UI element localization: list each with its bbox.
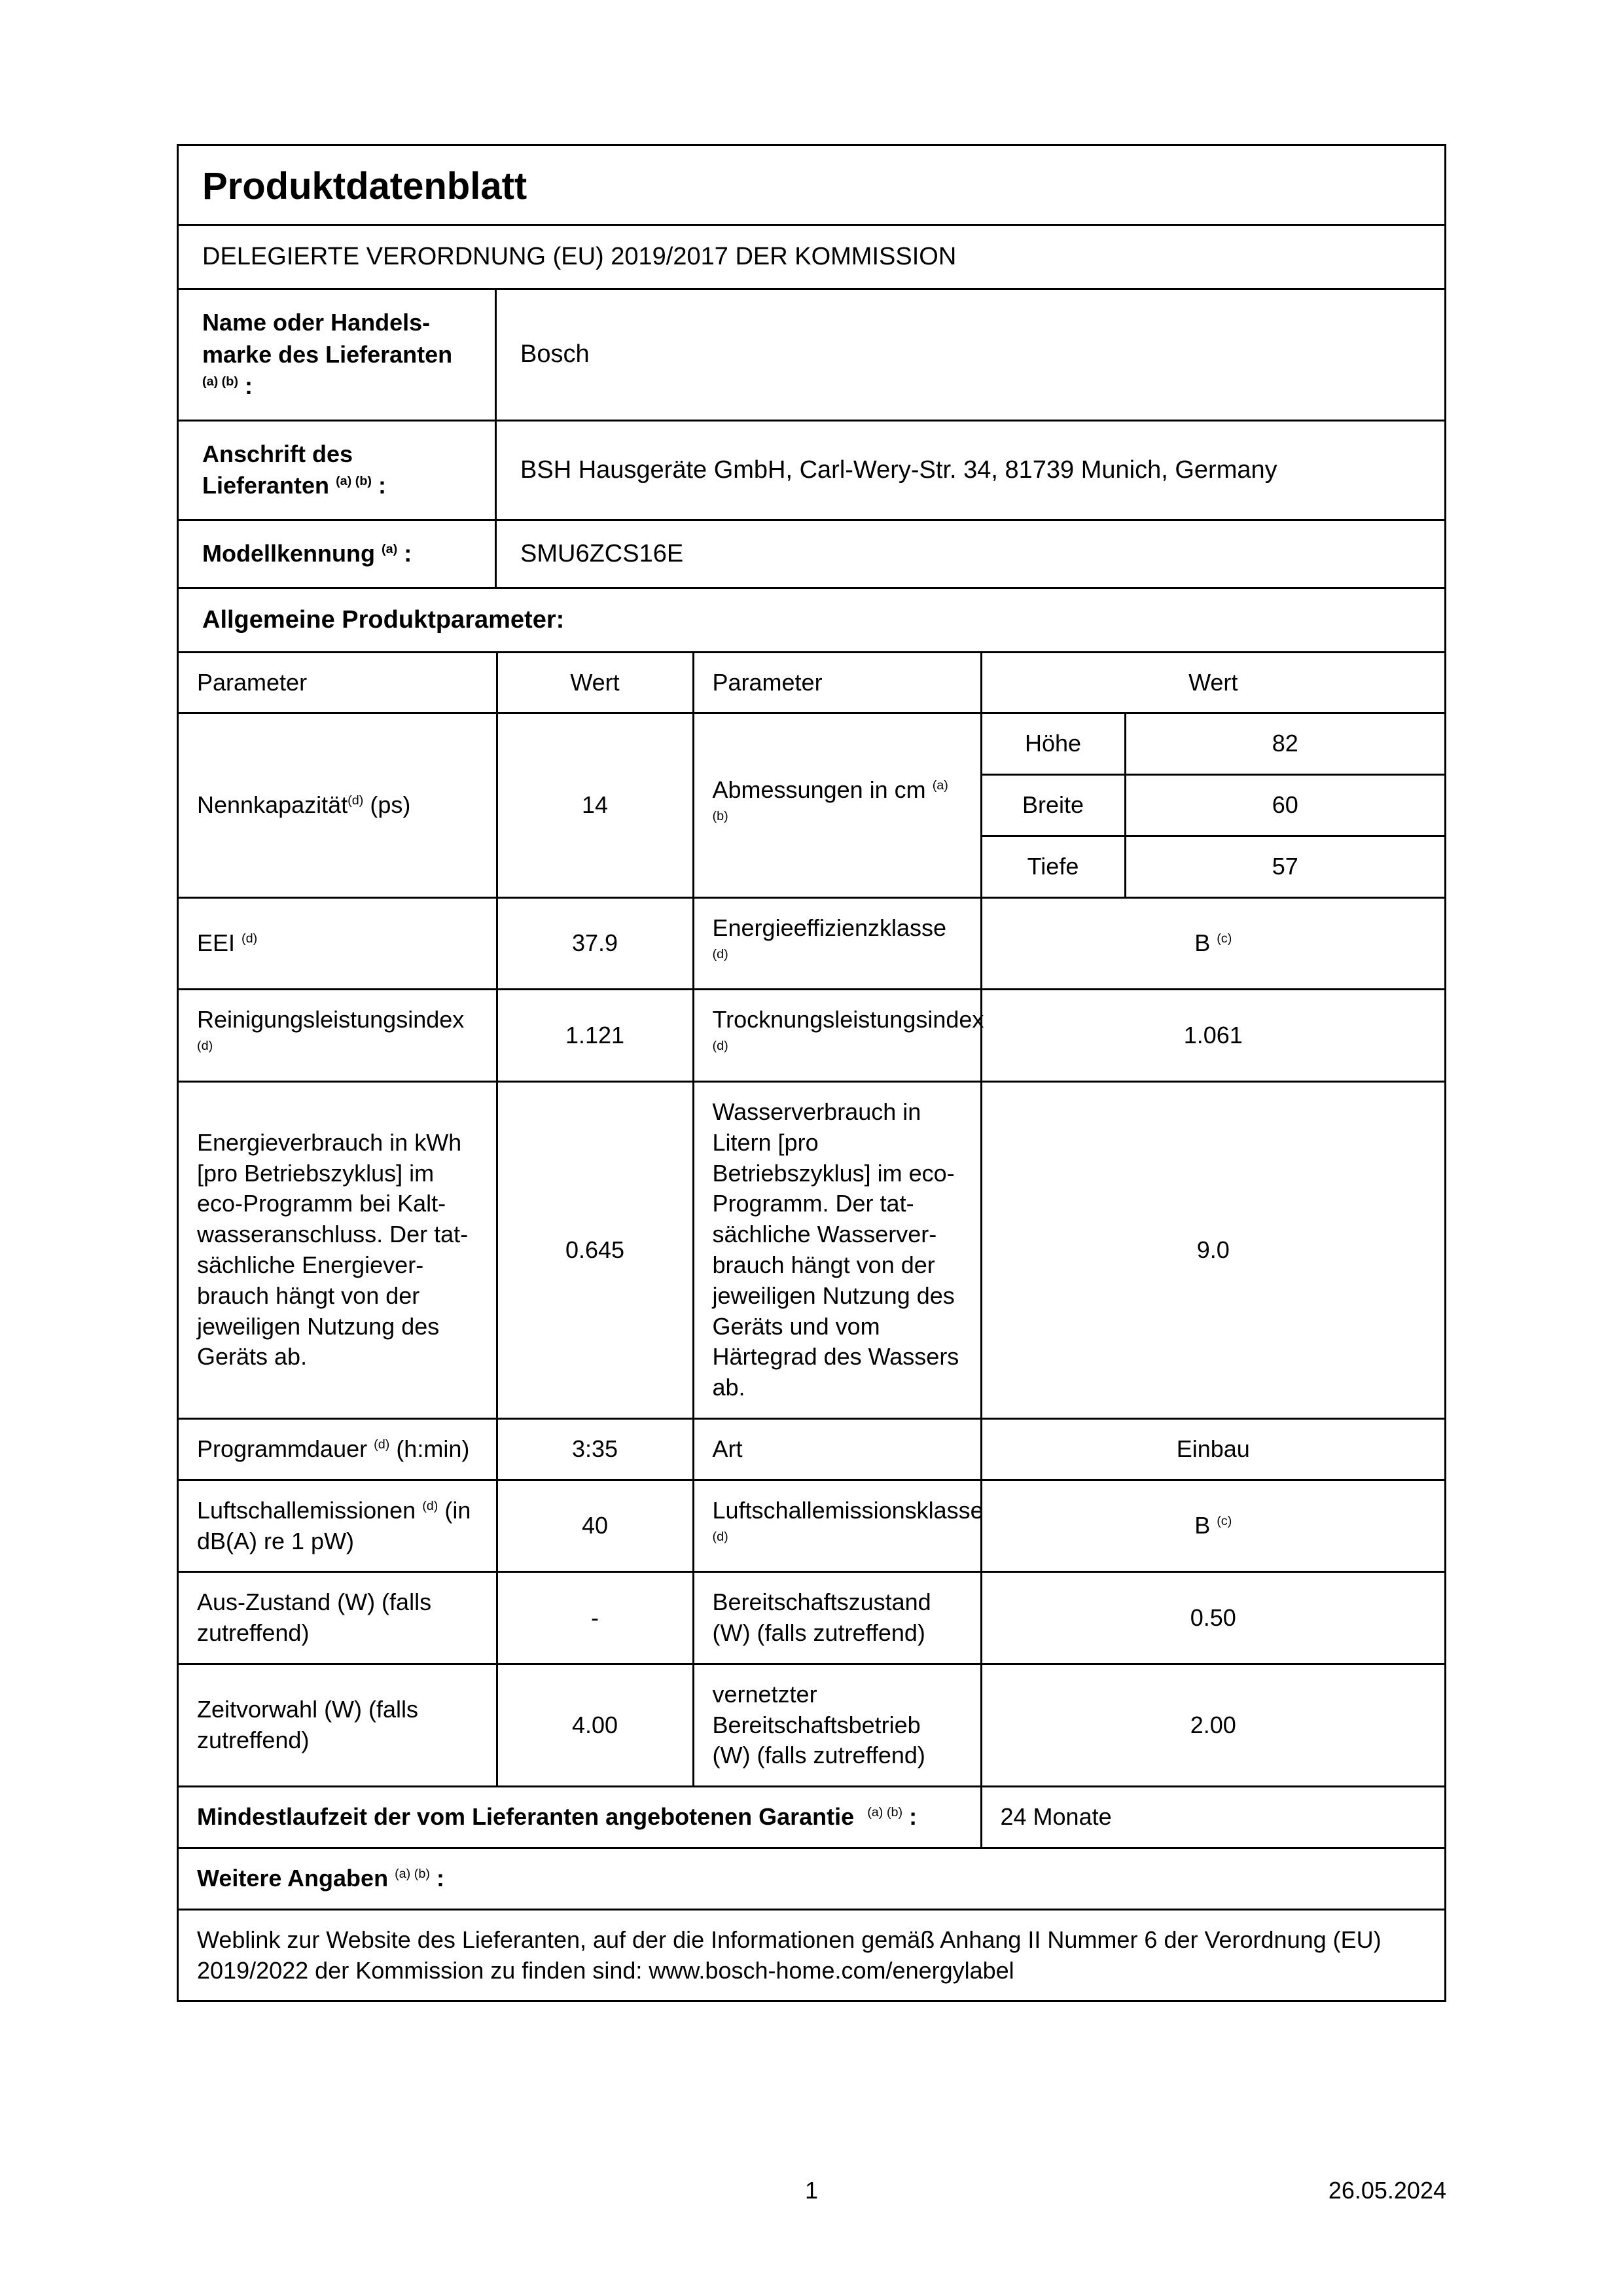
param-row: Reinigungsleistungsindex (d)1.121Trocknu… [179,990,1444,1082]
param-left-label: Aus-Zustand (W) (falls zutreffend) [179,1572,497,1664]
more-info-row: Weitere Angaben (a) (b) : [179,1848,1444,1910]
param-row: Energieverbrauch in kWh [pro Betriebszyk… [179,1081,1444,1418]
more-info-label: Weitere Angaben (a) (b) : [179,1848,1444,1910]
param-row: Zeitvorwahl (W) (falls zutreffend)4.00ve… [179,1664,1444,1786]
capacity-label: Nennkapazität(d) (ps) [179,713,497,897]
param-left-value: 40 [497,1480,693,1572]
col-header-value-left: Wert [497,653,693,713]
dim-height-value: 82 [1125,713,1444,775]
param-left-label: Zeitvorwahl (W) (falls zutreffend) [179,1664,497,1786]
param-right-label: vernetzter Bereitschaftsbe­trieb (W) (fa… [693,1664,981,1786]
param-right-label: Trocknungsleistungsindex (d) [693,990,981,1082]
param-row: EEI (d)37.9Energieeffizienzklasse (d)B (… [179,897,1444,990]
warranty-row: Mindestlaufzeit der vom Lieferanten ange… [179,1787,1444,1848]
page-title: Produktdatenblatt [202,165,527,207]
dim-depth-value: 57 [1125,836,1444,897]
param-right-value: 0.50 [981,1572,1444,1664]
param-left-value: 0.645 [497,1081,693,1418]
footer-date: 26.05.2024 [818,2177,1446,2204]
param-right-label: Energieeffizienzklasse (d) [693,897,981,990]
page-number: 1 [805,2177,818,2204]
dim-height-label: Höhe [981,713,1125,775]
param-left-value: - [497,1572,693,1664]
param-left-label: Luftschallemissionen (d) (in dB(A) re 1 … [179,1480,497,1572]
param-right-label: Art [693,1418,981,1480]
model-id-row: Modellkennung (a) : SMU6ZCS16E [179,521,1444,589]
supplier-name-row: Name oder Handels­marke des Lieferanten … [179,290,1444,422]
param-left-value: 37.9 [497,897,693,990]
supplier-name-value: Bosch [497,290,1444,420]
param-left-label: Programmdauer (d) (h:min) [179,1418,497,1480]
param-right-value: B (c) [981,1480,1444,1572]
param-right-label: Bereitschaftszustand (W) (falls zutreffe… [693,1572,981,1664]
params-header-row: Parameter Wert Parameter Wert [179,653,1444,713]
datasheet-frame: Produktdatenblatt DELEGIERTE VERORDNUNG … [177,144,1446,2002]
dimensions-label: Abmessungen in cm (a) (b) [693,713,981,897]
page: Produktdatenblatt DELEGIERTE VERORDNUNG … [0,0,1623,2296]
dim-depth-label: Tiefe [981,836,1125,897]
warranty-label: Mindestlaufzeit der vom Lieferanten ange… [179,1787,981,1848]
title-row: Produktdatenblatt [179,146,1444,226]
param-left-label: EEI (d) [179,897,497,990]
supplier-address-label: Anschrift des Lieferanten (a) (b) : [179,422,497,519]
param-left-label: Energieverbrauch in kWh [pro Betriebszyk… [179,1081,497,1418]
col-header-param-left: Parameter [179,653,497,713]
capacity-value: 14 [497,713,693,897]
dim-width-value: 60 [1125,775,1444,836]
weblink-text: Weblink zur Website des Lieferanten, auf… [179,1909,1444,2000]
param-right-label: Luftschallemissionsklasse (d) [693,1480,981,1572]
dim-width-label: Breite [981,775,1125,836]
weblink-row: Weblink zur Website des Lieferanten, auf… [179,1909,1444,2000]
row-capacity-height: Nennkapazität(d) (ps) 14 Abmessungen in … [179,713,1444,775]
warranty-value: 24 Monate [981,1787,1444,1848]
params-header: Allgemeine Produktparameter: [179,589,1444,653]
regulation-subtitle: DELEGIERTE VERORDNUNG (EU) 2019/2017 DER… [179,226,1444,290]
param-right-value: B (c) [981,897,1444,990]
param-right-value: 1.061 [981,990,1444,1082]
param-left-value: 3:35 [497,1418,693,1480]
param-right-value: Einbau [981,1418,1444,1480]
param-row: Programmdauer (d) (h:min)3:35ArtEinbau [179,1418,1444,1480]
supplier-address-row: Anschrift des Lieferanten (a) (b) : BSH … [179,422,1444,521]
param-right-label: Wasserverbrauch in Litern [pro Betriebsz… [693,1081,981,1418]
page-footer: 1 26.05.2024 [177,2177,1446,2204]
param-row: Luftschallemissionen (d) (in dB(A) re 1 … [179,1480,1444,1572]
params-table: Parameter Wert Parameter Wert Nennkapazi… [179,653,1444,2001]
model-id-value: SMU6ZCS16E [497,521,1444,587]
param-left-value: 1.121 [497,990,693,1082]
param-row: Aus-Zustand (W) (falls zutreffend)-Berei… [179,1572,1444,1664]
supplier-name-label: Name oder Handels­marke des Lieferanten … [179,290,497,420]
col-header-value-right: Wert [981,653,1444,713]
param-right-value: 9.0 [981,1081,1444,1418]
supplier-address-value: BSH Hausgeräte GmbH, Carl-Wery-Str. 34, … [497,422,1444,519]
model-id-label: Modellkennung (a) : [179,521,497,587]
col-header-param-right: Parameter [693,653,981,713]
param-left-label: Reinigungsleistungsindex (d) [179,990,497,1082]
param-right-value: 2.00 [981,1664,1444,1786]
param-left-value: 4.00 [497,1664,693,1786]
